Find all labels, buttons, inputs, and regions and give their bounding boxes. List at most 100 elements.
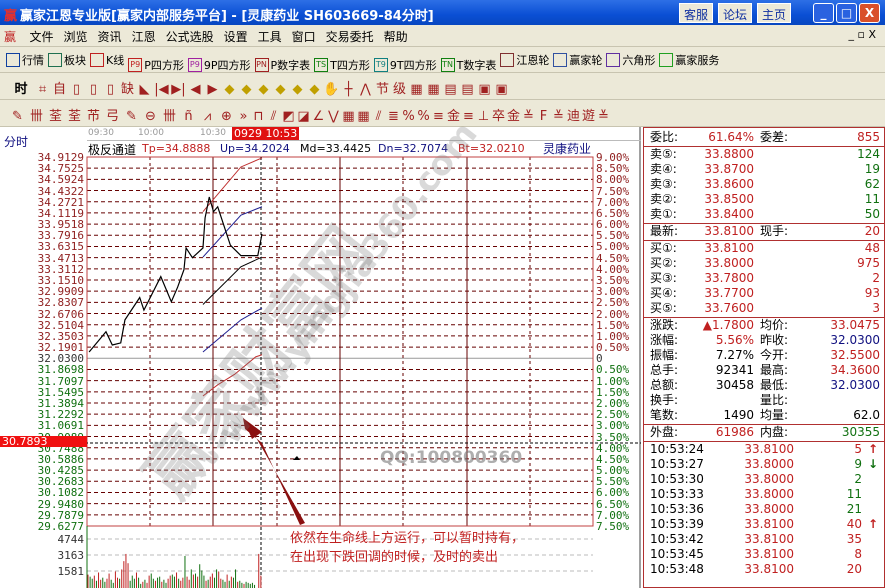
tool-icon[interactable]: ñ (184, 109, 193, 124)
tool-icon[interactable]: ▦ (427, 82, 440, 97)
tool-icon[interactable]: 遊 (581, 109, 595, 124)
toolbar-button[interactable]: 行情 (6, 52, 44, 68)
tool-icon[interactable]: ┼ (344, 82, 353, 97)
home-button[interactable]: 主页 (757, 3, 792, 23)
time-label: 09:30 (88, 128, 114, 138)
tool-icon[interactable]: 芇 (86, 109, 100, 124)
tool-icon[interactable]: 节 (375, 82, 389, 97)
tool-icon[interactable]: ⋁ (328, 109, 339, 124)
ask-price: 33.8600 (704, 177, 754, 191)
tool-icon[interactable]: 卌 (162, 109, 176, 124)
tool-icon[interactable]: ⫽ (270, 109, 277, 124)
toolbar-button[interactable]: 板块 (48, 52, 86, 68)
toolbar-button[interactable]: 赢家轮 (553, 52, 602, 68)
menu-item[interactable]: 窗口 (291, 30, 316, 44)
tool-icon[interactable]: 缺 (120, 82, 134, 97)
toolbar-button[interactable]: PN P数字表 (254, 57, 310, 72)
tool-icon[interactable]: ◆ (309, 82, 320, 97)
tool-icon[interactable]: ▦ (410, 82, 423, 97)
tool-icon[interactable]: ⊕ (221, 109, 232, 124)
tool-icon[interactable]: ≡ (463, 109, 474, 124)
tool-icon[interactable]: ≡ (433, 109, 444, 124)
tool-icon[interactable]: ✋ (323, 82, 340, 97)
tool-icon[interactable]: ⋀ (360, 82, 371, 97)
tool-icon[interactable]: ≚ (523, 109, 534, 124)
tool-icon[interactable]: 自 (52, 82, 66, 97)
menu-item[interactable]: 浏览 (63, 30, 88, 44)
tool-icon[interactable]: 金 (446, 109, 460, 124)
tool-icon[interactable]: ≚ (553, 109, 564, 124)
toolbar-button[interactable]: 赢家服务 (659, 52, 719, 68)
menu-item[interactable]: 工具 (257, 30, 282, 44)
toolbar-button[interactable]: P9 P四方形 (128, 57, 184, 72)
tool-icon[interactable]: ▦ (357, 109, 370, 124)
period-select[interactable]: 时 (14, 82, 28, 97)
tool-icon[interactable]: ▦ (342, 109, 355, 124)
toolbar-button[interactable]: K线 (90, 52, 124, 68)
tool-icon[interactable]: 弓 (105, 109, 119, 124)
tool-icon[interactable]: ▯ (106, 82, 115, 97)
tool-icon[interactable]: 级 (392, 82, 406, 97)
tool-icon[interactable]: ⊓ (253, 109, 264, 124)
tool-icon[interactable]: ▶| (171, 82, 186, 97)
tool-icon[interactable]: 卒 (491, 109, 505, 124)
tool-icon[interactable]: ▤ (444, 82, 457, 97)
tool-icon[interactable]: ◆ (292, 82, 303, 97)
forum-button[interactable]: 论坛 (718, 3, 753, 23)
menu-item[interactable]: 帮助 (383, 30, 408, 44)
intraday-chart[interactable]: 分时 09:30 10:00 10:30 0929 10:53 极反通道 Tp=… (0, 115, 641, 588)
tool-icon[interactable]: F (539, 109, 548, 124)
tool-icon[interactable]: ⩘ (203, 109, 212, 124)
menu-item[interactable]: 江恩 (131, 30, 156, 44)
tool-icon[interactable]: 迪 (566, 109, 580, 124)
tool-icon[interactable]: ✎ (126, 109, 137, 124)
tool-icon[interactable]: ≣ (388, 109, 399, 124)
tool-icon[interactable]: ▯ (89, 82, 98, 97)
tool-icon[interactable]: ◆ (224, 82, 235, 97)
menu-logo-icon: 赢 (4, 30, 17, 44)
tool-icon[interactable]: ▣ (495, 82, 508, 97)
tool-icon[interactable]: ◆ (241, 82, 252, 97)
tool-icon[interactable]: ⊖ (145, 109, 156, 124)
tool-icon[interactable]: % (402, 109, 415, 124)
menu-item[interactable]: 资讯 (97, 30, 122, 44)
menu-item[interactable]: 公式选股 (165, 30, 214, 44)
tool-icon[interactable]: ⌗ (38, 82, 47, 97)
tool-icon[interactable]: ⫽ (375, 109, 382, 124)
tool-icon[interactable]: ◆ (275, 82, 286, 97)
menu-item[interactable]: 交易委托 (325, 30, 374, 44)
toolbar-button[interactable]: TS T四方形 (314, 57, 370, 72)
minimize-button[interactable]: _ (813, 3, 834, 23)
toolbar-button[interactable]: 六角形 (606, 52, 655, 68)
tool-icon[interactable]: 金 (506, 109, 520, 124)
tool-icon[interactable]: ▤ (461, 82, 474, 97)
tool-icon[interactable]: 卌 (29, 109, 43, 124)
tool-icon[interactable]: ◪ (297, 109, 310, 124)
maximize-button[interactable]: □ (836, 3, 857, 23)
toolbar-button[interactable]: 江恩轮 (500, 52, 549, 68)
tool-icon[interactable]: 荃 (67, 109, 81, 124)
tool-icon[interactable]: ▣ (478, 82, 491, 97)
tool-icon[interactable]: ∠ (312, 109, 325, 124)
tool-icon[interactable]: ◩ (282, 109, 295, 124)
menu-item[interactable]: 文件 (29, 30, 54, 44)
tool-icon[interactable]: ◀ (190, 82, 201, 97)
menu-item[interactable]: 设置 (223, 30, 248, 44)
tool-icon[interactable]: ▶ (207, 82, 218, 97)
tool-icon[interactable]: 荃 (48, 109, 62, 124)
toolbar-button[interactable]: TN T数字表 (440, 57, 496, 72)
tool-icon[interactable]: ⊥ (477, 109, 490, 124)
tool-icon[interactable]: % (417, 109, 430, 124)
toolbar-button[interactable]: T9 9T四方形 (373, 57, 437, 72)
tool-icon[interactable]: ▯ (72, 82, 81, 97)
tool-icon[interactable]: ◣ (139, 82, 150, 97)
close-button[interactable]: X (859, 3, 880, 23)
mdi-controls[interactable]: _ ▫ X (848, 28, 876, 41)
service-button[interactable]: 客服 (679, 3, 714, 23)
tool-icon[interactable]: ≚ (598, 109, 609, 124)
tool-icon[interactable]: |◀ (154, 82, 169, 97)
tool-icon[interactable]: ◆ (258, 82, 269, 97)
toolbar-button[interactable]: P9 9P四方形 (187, 57, 251, 72)
tool-icon[interactable]: ✎ (12, 109, 23, 124)
tool-icon[interactable]: » (239, 109, 248, 124)
